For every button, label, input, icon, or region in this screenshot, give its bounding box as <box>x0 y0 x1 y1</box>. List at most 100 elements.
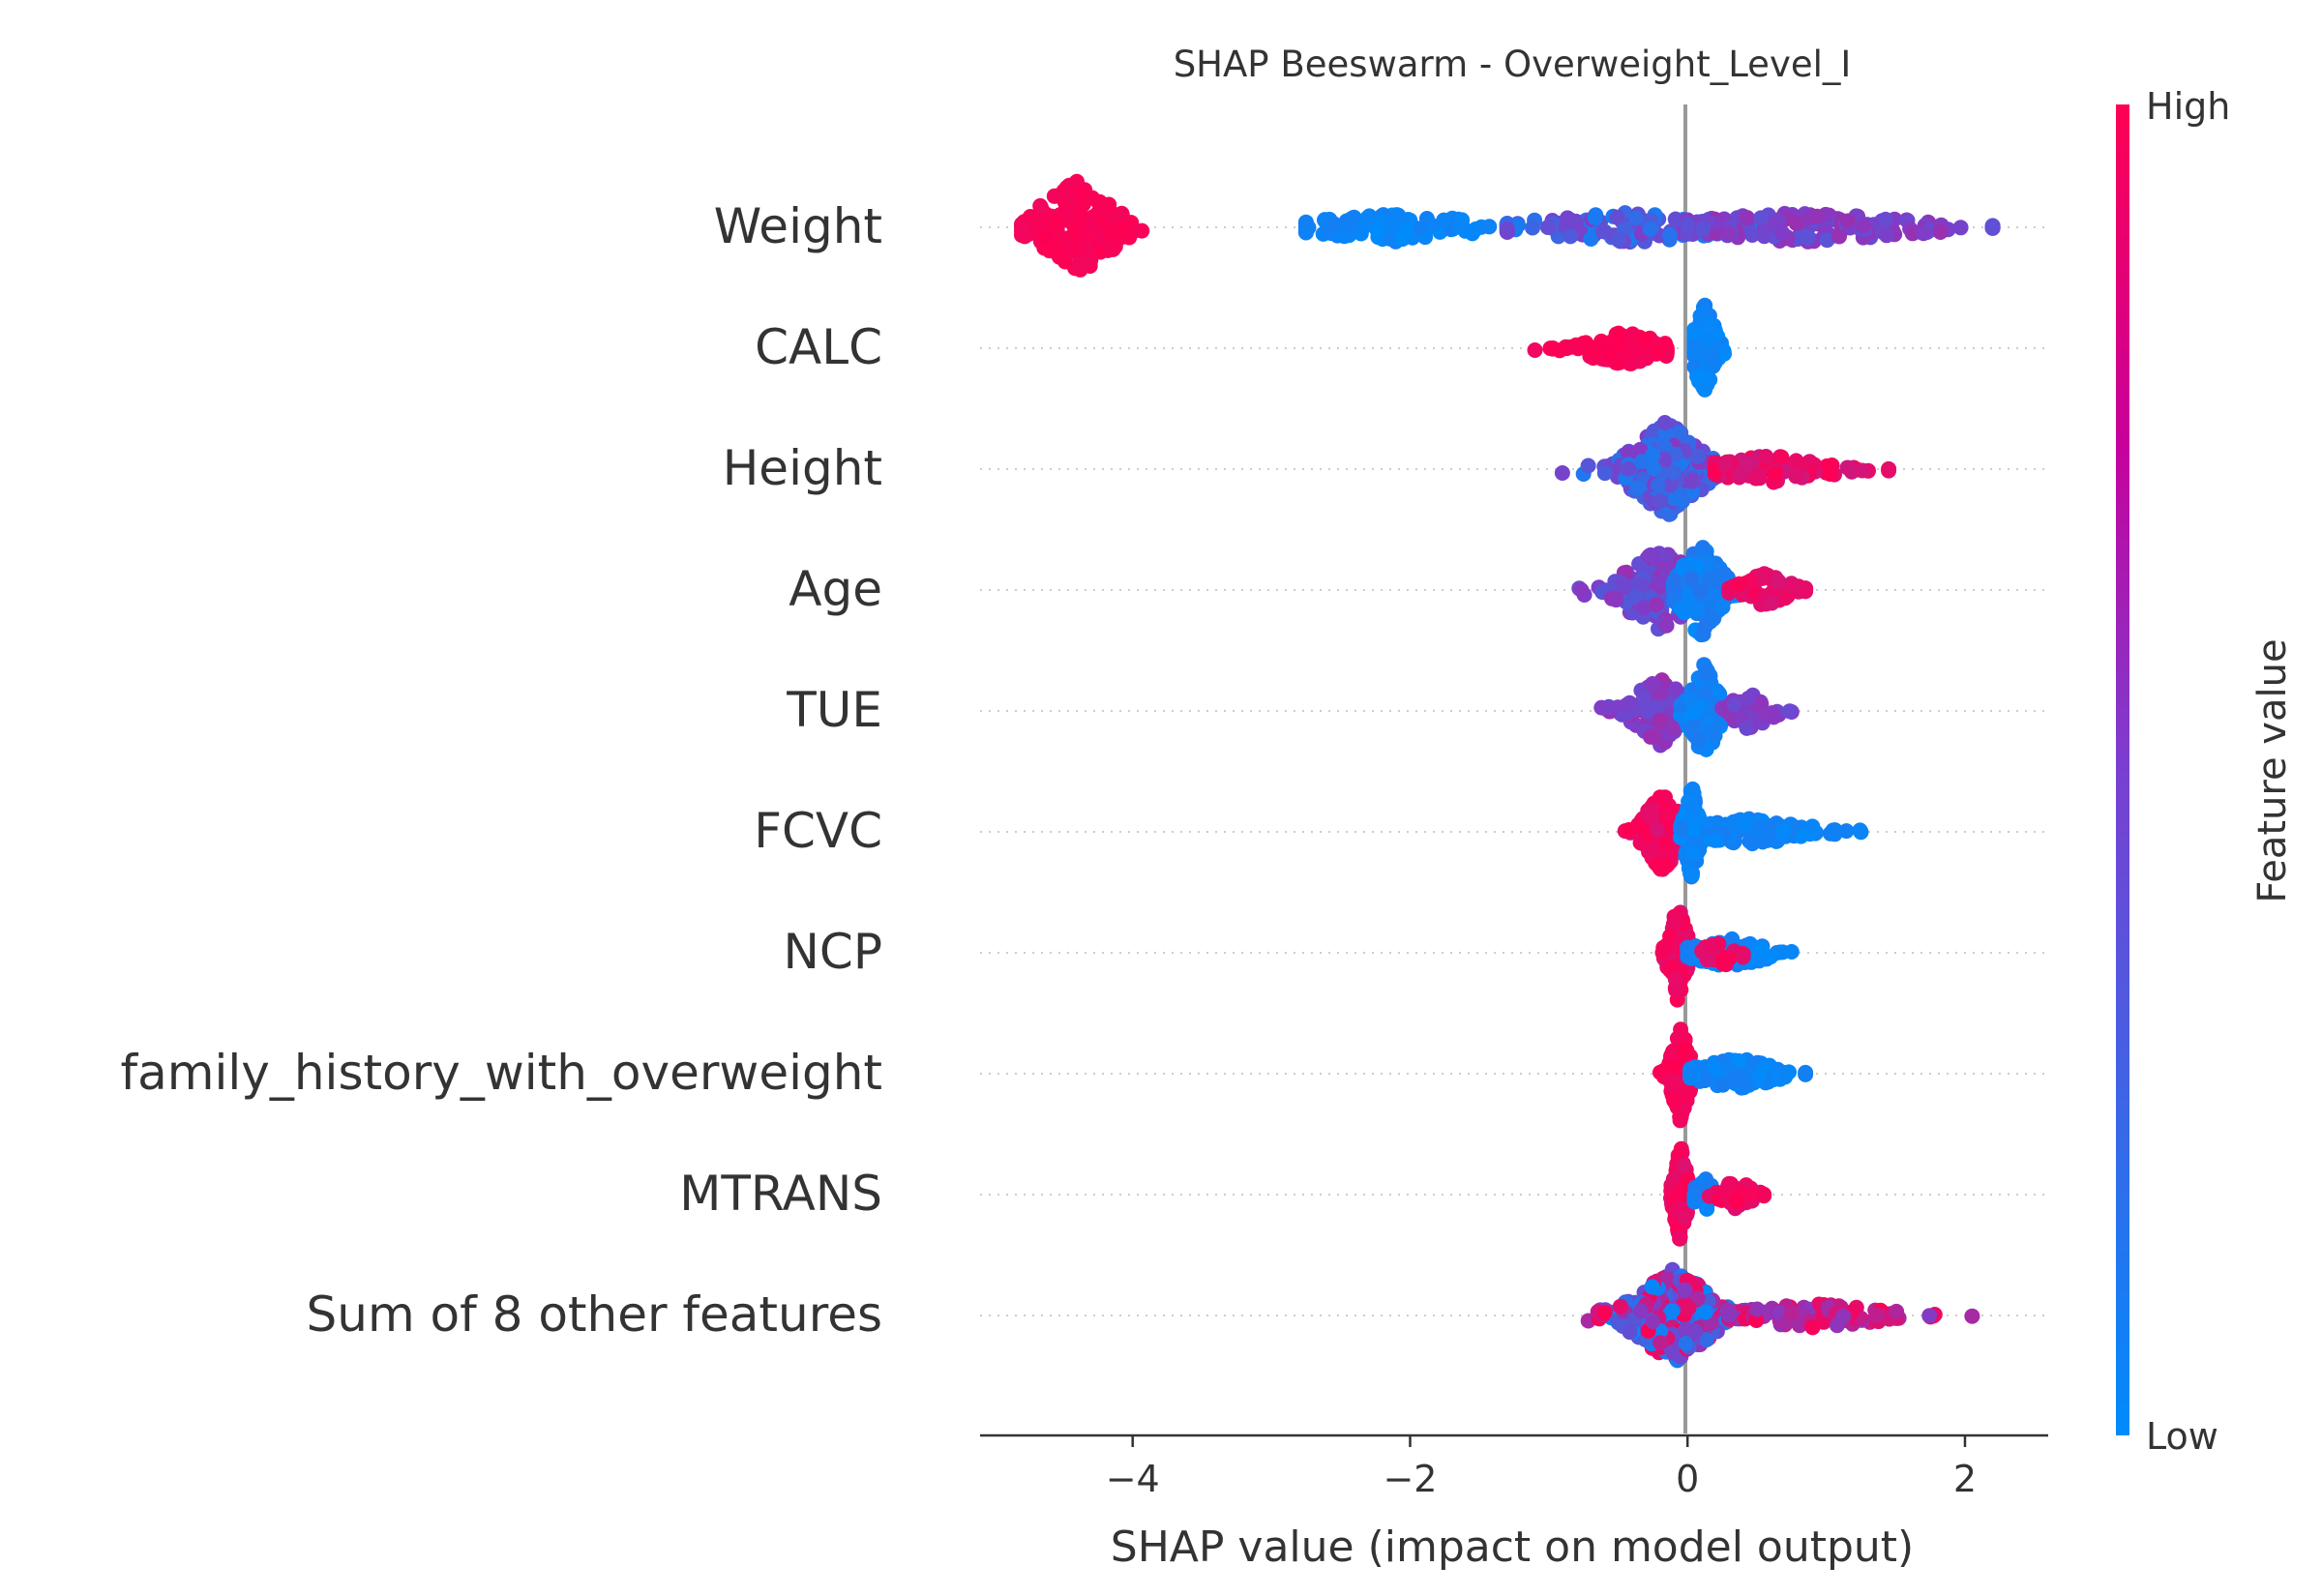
shap-point <box>1697 618 1713 635</box>
shap-point <box>1735 949 1751 965</box>
shap-point <box>1701 572 1717 588</box>
shap-point <box>1658 808 1675 824</box>
shap-point <box>1038 229 1055 246</box>
shap-point <box>1650 477 1666 493</box>
shap-point <box>1932 224 1949 240</box>
shap-point <box>1643 811 1659 826</box>
shap-point <box>1652 574 1669 590</box>
shap-point <box>1436 212 1452 228</box>
shap-point <box>1964 1308 1980 1324</box>
shap-point <box>1667 913 1683 930</box>
shap-point <box>1740 210 1755 226</box>
shap-point <box>1676 1158 1692 1174</box>
shap-point <box>1916 225 1932 242</box>
shap-point <box>1676 1210 1692 1227</box>
shap-point <box>1073 184 1089 200</box>
shap-point <box>1952 220 1969 236</box>
shap-point <box>1052 249 1068 265</box>
shap-point <box>1781 703 1798 720</box>
shap-point <box>1645 447 1661 463</box>
shap-point <box>1681 556 1697 572</box>
shap-point <box>1682 1065 1699 1081</box>
shap-point <box>1868 1307 1885 1323</box>
shap-point <box>1784 579 1801 596</box>
shap-point <box>1758 449 1774 464</box>
shap-point <box>1683 571 1700 587</box>
shap-point <box>1683 868 1700 883</box>
shap-point <box>1393 230 1410 247</box>
shap-point <box>1680 217 1696 233</box>
shap-point <box>1633 1303 1649 1319</box>
shap-point <box>1601 345 1618 362</box>
shap-point <box>1611 232 1626 248</box>
shap-point <box>1921 1308 1938 1324</box>
shap-point <box>1678 1088 1694 1105</box>
colorbar: High Low Feature value <box>2116 85 2295 1458</box>
shap-point <box>1325 216 1342 232</box>
shap-point <box>1739 720 1755 736</box>
shap-point <box>1573 582 1590 598</box>
shap-point <box>1594 223 1611 240</box>
shap-point <box>1644 1279 1660 1295</box>
shap-point <box>1695 540 1711 556</box>
shap-point <box>1683 801 1700 817</box>
feature-label: MTRANS <box>679 1166 882 1222</box>
shap-point <box>1686 822 1703 838</box>
shap-point <box>1539 220 1556 235</box>
shap-point <box>1764 594 1780 610</box>
shap-point <box>1689 602 1706 618</box>
shap-point <box>1593 333 1610 349</box>
shap-point <box>1625 335 1642 351</box>
shap-point <box>1798 1066 1814 1082</box>
shap-point <box>1804 1319 1821 1336</box>
shap-point <box>1671 1184 1687 1200</box>
shap-point <box>1664 960 1681 975</box>
shap-points <box>1014 173 2001 1369</box>
shap-point <box>1766 709 1782 725</box>
row-guide-lines <box>980 226 2048 1316</box>
shap-point <box>1046 188 1062 204</box>
shap-point <box>1649 597 1664 613</box>
shap-point <box>1788 467 1804 484</box>
x-tick-label: 0 <box>1676 1458 1699 1500</box>
shap-point <box>1668 1058 1684 1075</box>
shap-point <box>1645 839 1661 855</box>
feature-label: family_history_with_overweight <box>121 1045 882 1101</box>
shap-point <box>1696 684 1712 700</box>
shap-point <box>1083 218 1099 234</box>
shap-point <box>1633 576 1650 593</box>
shap-point <box>1656 415 1673 430</box>
shap-point <box>1121 229 1138 246</box>
shap-point <box>1788 216 1804 231</box>
shap-point <box>1690 448 1707 464</box>
x-tick-label: 2 <box>1953 1458 1977 1500</box>
x-axis-label: SHAP value (impact on model output) <box>1111 1522 1914 1572</box>
shap-point <box>1804 818 1821 835</box>
shap-point <box>1390 207 1407 223</box>
shap-point <box>1412 221 1428 237</box>
shap-point <box>1751 470 1768 487</box>
shap-point <box>1071 256 1087 272</box>
shap-point <box>1681 1300 1697 1316</box>
shap-point <box>1755 1059 1771 1076</box>
shap-point <box>1756 228 1772 245</box>
shap-point <box>1696 1073 1712 1088</box>
shap-point <box>1695 222 1712 237</box>
shap-point <box>1678 1335 1694 1351</box>
shap-point <box>1708 1061 1724 1078</box>
shap-point <box>1596 1305 1613 1321</box>
shap-point <box>1697 665 1713 682</box>
shap-point <box>1699 1332 1714 1347</box>
shap-point <box>1748 1313 1765 1328</box>
shap-point <box>1114 205 1130 222</box>
feature-label: Sum of 8 other features <box>307 1286 882 1343</box>
shap-point <box>1587 209 1603 225</box>
shap-point <box>1651 343 1666 360</box>
colorbar-low-label: Low <box>2146 1415 2218 1458</box>
shap-point <box>1686 323 1703 340</box>
shap-point <box>1035 213 1052 228</box>
shap-point <box>1856 218 1872 234</box>
shap-point <box>1737 817 1753 834</box>
shap-point <box>1783 944 1800 960</box>
shap-point <box>1763 949 1779 965</box>
